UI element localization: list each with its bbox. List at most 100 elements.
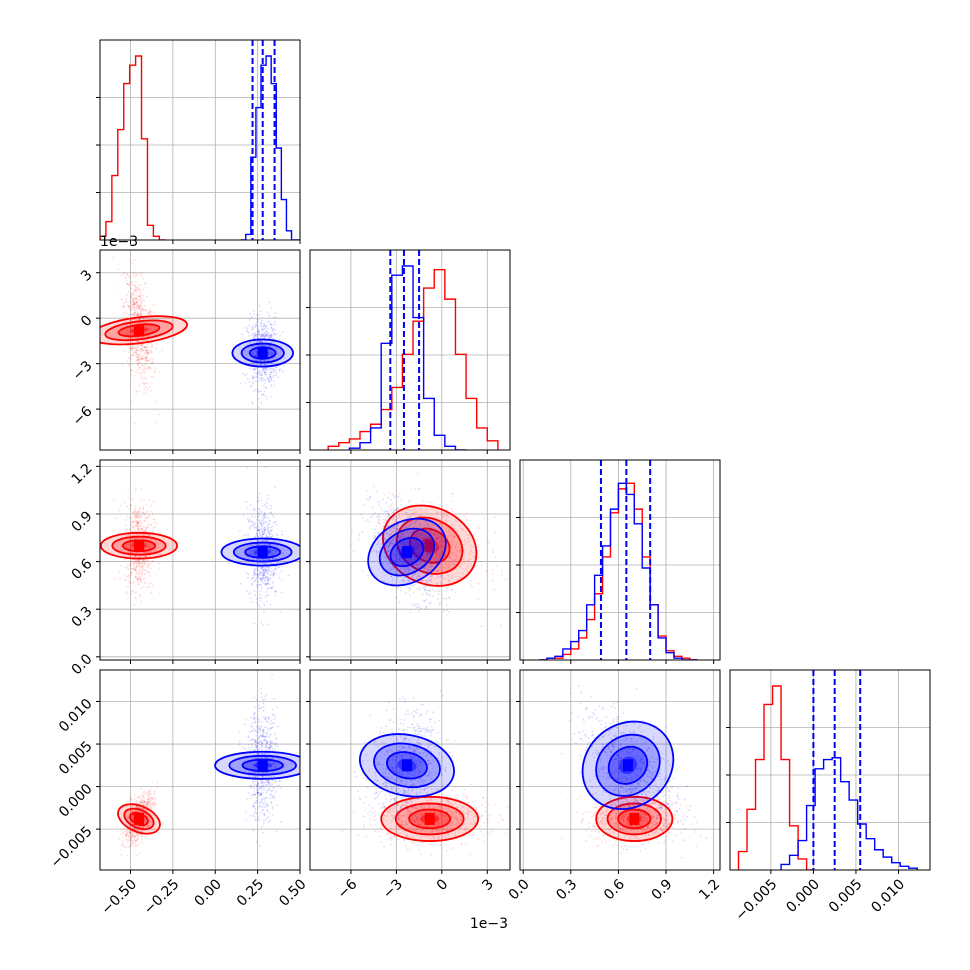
sample-point bbox=[263, 513, 266, 515]
sample-point bbox=[146, 526, 149, 529]
sample-point bbox=[245, 811, 247, 814]
sample-point bbox=[146, 586, 149, 589]
sample-point bbox=[135, 390, 138, 393]
sample-point bbox=[398, 558, 401, 560]
sample-point bbox=[238, 530, 241, 532]
panel-frame bbox=[99, 249, 301, 451]
sample-point bbox=[408, 568, 411, 571]
sample-point bbox=[411, 548, 414, 551]
sample-point bbox=[260, 376, 262, 379]
sample-point bbox=[257, 333, 259, 336]
sample-point bbox=[153, 792, 156, 795]
sample-point bbox=[266, 805, 268, 807]
sample-point bbox=[251, 730, 254, 733]
sample-point bbox=[275, 550, 277, 552]
sample-point bbox=[253, 813, 256, 815]
sample-point bbox=[129, 260, 132, 263]
sample-point bbox=[414, 566, 416, 569]
sample-point bbox=[394, 531, 397, 533]
sample-point bbox=[391, 531, 394, 533]
blue-contour bbox=[240, 342, 285, 364]
sample-point bbox=[147, 523, 150, 526]
sample-point bbox=[267, 582, 269, 585]
sample-point bbox=[134, 285, 137, 288]
sample-point bbox=[242, 372, 245, 375]
sample-point bbox=[399, 537, 402, 540]
sample-point bbox=[151, 513, 154, 515]
sample-point bbox=[400, 535, 402, 538]
sample-point bbox=[136, 289, 139, 291]
sample-point bbox=[148, 792, 151, 795]
sample-point bbox=[263, 563, 265, 565]
sample-point bbox=[405, 559, 408, 562]
sample-point bbox=[146, 815, 149, 818]
sample-point bbox=[136, 301, 139, 304]
sample-point bbox=[254, 554, 257, 557]
sample-point bbox=[140, 801, 143, 804]
sample-point bbox=[270, 371, 273, 374]
sample-point bbox=[248, 381, 251, 383]
sample-point bbox=[129, 838, 132, 841]
sample-point bbox=[123, 350, 126, 353]
sample-point bbox=[379, 526, 382, 528]
sample-point bbox=[151, 560, 154, 562]
sample-point bbox=[409, 499, 412, 502]
sample-point bbox=[372, 560, 374, 563]
sample-point bbox=[141, 349, 144, 352]
sample-point bbox=[418, 582, 420, 585]
sample-point bbox=[491, 573, 494, 576]
sample-point bbox=[248, 520, 250, 523]
sample-point bbox=[260, 363, 263, 365]
sample-point bbox=[141, 307, 144, 310]
sample-point bbox=[144, 356, 146, 359]
sample-point bbox=[276, 830, 278, 833]
sample-point bbox=[418, 542, 420, 545]
sample-point bbox=[264, 568, 267, 570]
sample-point bbox=[259, 583, 262, 586]
sample-point bbox=[131, 347, 133, 349]
sample-point bbox=[150, 376, 153, 378]
sample-point bbox=[128, 839, 131, 842]
sample-point bbox=[135, 353, 138, 355]
sample-point bbox=[261, 580, 263, 582]
sample-point bbox=[260, 706, 263, 709]
sample-point bbox=[141, 838, 143, 841]
sample-point bbox=[238, 740, 241, 743]
sample-point bbox=[141, 529, 144, 532]
sample-point bbox=[273, 333, 276, 335]
sample-point bbox=[142, 534, 145, 537]
sample-point bbox=[414, 488, 417, 490]
sample-point bbox=[456, 579, 459, 581]
sample-point bbox=[149, 366, 151, 369]
sample-point bbox=[125, 544, 128, 547]
sample-point bbox=[262, 517, 265, 519]
sample-point bbox=[254, 569, 256, 572]
sample-point bbox=[390, 562, 392, 564]
sample-point bbox=[135, 806, 138, 808]
sample-point bbox=[418, 553, 421, 555]
sample-point bbox=[137, 528, 140, 531]
sample-point bbox=[436, 590, 439, 593]
sample-point bbox=[266, 757, 269, 759]
sample-point bbox=[262, 831, 264, 834]
sample-point bbox=[253, 802, 256, 805]
sample-point bbox=[247, 743, 250, 746]
sample-point bbox=[144, 551, 147, 554]
sample-point bbox=[133, 510, 136, 513]
sample-point bbox=[151, 549, 153, 552]
sample-point bbox=[265, 387, 268, 390]
sample-point bbox=[258, 530, 261, 533]
sample-point bbox=[265, 363, 267, 366]
sample-point bbox=[133, 533, 136, 536]
sample-point bbox=[149, 368, 152, 370]
sample-point bbox=[427, 577, 430, 580]
sample-point bbox=[445, 519, 447, 522]
sample-point bbox=[249, 342, 252, 345]
sample-point bbox=[393, 567, 395, 570]
sample-point bbox=[132, 511, 135, 514]
sample-point bbox=[262, 702, 265, 705]
sample-point bbox=[134, 297, 136, 299]
sample-point bbox=[145, 359, 148, 362]
sample-point bbox=[257, 528, 260, 531]
sample-point bbox=[258, 543, 261, 546]
